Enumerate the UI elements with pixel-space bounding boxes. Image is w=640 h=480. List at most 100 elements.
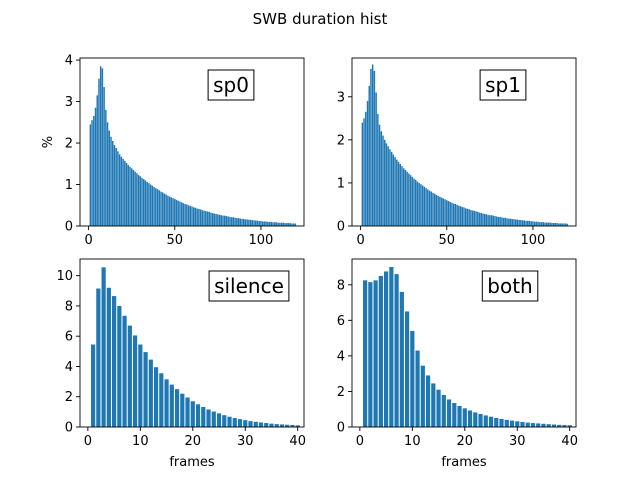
bar: [124, 160, 126, 226]
y-tick-label: 4: [65, 360, 73, 375]
bar: [251, 220, 254, 226]
bar: [427, 189, 429, 226]
bar: [165, 194, 167, 226]
y-tick-label: 2: [337, 133, 345, 148]
bar: [258, 221, 260, 226]
bar: [134, 171, 136, 226]
bar: [533, 221, 536, 226]
bar: [501, 217, 503, 226]
bar: [546, 424, 551, 427]
bar: [159, 373, 164, 427]
bar: [264, 423, 269, 427]
x-tick-label: 0: [84, 233, 92, 248]
bar: [287, 223, 290, 226]
bar: [248, 219, 250, 226]
y-tick-label: 0: [65, 421, 73, 436]
bar: [290, 425, 295, 427]
bar: [504, 217, 507, 226]
bar: [206, 409, 211, 427]
bar: [191, 206, 193, 226]
bar: [101, 68, 104, 227]
axes-frame: [79, 258, 305, 428]
bar: [224, 215, 226, 226]
bar: [112, 296, 117, 427]
bar: [509, 420, 515, 427]
annotation-box: [479, 69, 527, 101]
bar: [461, 207, 463, 226]
bar: [292, 223, 295, 226]
bar: [377, 114, 379, 226]
bar: [563, 223, 565, 226]
y-tick-label: 0: [337, 220, 345, 235]
bar: [180, 393, 185, 427]
bar: [447, 201, 450, 226]
bar: [409, 175, 412, 226]
bar: [187, 205, 190, 226]
bar: [241, 218, 243, 226]
bar: [425, 188, 427, 226]
bar: [195, 404, 201, 427]
bar: [211, 213, 214, 226]
bar: [118, 154, 121, 226]
bar: [155, 188, 157, 226]
bar: [496, 216, 498, 226]
bar: [295, 425, 300, 427]
bar: [551, 222, 553, 226]
bar: [489, 215, 491, 226]
subplot-sp0: 0 50 100 0 1 2 3 4% sp0: [41, 54, 305, 248]
bar: [174, 389, 180, 427]
bar: [282, 222, 285, 226]
bar: [169, 384, 174, 427]
bar: [160, 191, 162, 226]
bar: [136, 173, 138, 226]
bar: [248, 421, 253, 427]
y-tick-label: 1: [65, 178, 73, 193]
annotation-silence: silence: [208, 270, 290, 302]
x-tick-label: 30: [509, 434, 526, 449]
x-tick-label: 10: [132, 434, 149, 449]
bar: [418, 182, 420, 226]
bar: [163, 193, 166, 226]
bar: [208, 211, 210, 226]
y-tick-label: 4: [337, 349, 345, 364]
bar: [547, 222, 550, 226]
bar: [515, 421, 520, 427]
bar: [373, 70, 376, 226]
bar: [285, 424, 290, 427]
bar: [384, 271, 389, 427]
bar: [244, 219, 247, 226]
bar: [509, 218, 512, 226]
bar: [404, 311, 410, 427]
bar: [217, 214, 219, 226]
y-tick-label: 8: [65, 299, 73, 314]
bar: [423, 186, 426, 226]
bar: [558, 223, 560, 226]
bar: [91, 120, 93, 226]
bar: [530, 423, 536, 427]
bar: [551, 424, 557, 427]
bar: [378, 124, 381, 226]
y-tick-label: 2: [65, 390, 73, 405]
bar: [384, 139, 386, 226]
bar: [499, 419, 504, 427]
bar: [179, 201, 181, 226]
bar: [93, 116, 95, 226]
bar: [213, 213, 216, 226]
bar: [368, 282, 373, 427]
bar: [392, 154, 395, 226]
bar: [365, 111, 367, 226]
bar: [528, 220, 531, 226]
bar: [518, 219, 520, 226]
bar: [237, 419, 243, 427]
bar: [478, 212, 481, 226]
bar: [205, 211, 207, 226]
bar: [428, 190, 431, 226]
bar: [556, 222, 558, 226]
annotation-box: [207, 69, 255, 101]
y-tick-label: 0: [337, 421, 345, 436]
bar: [225, 216, 228, 226]
bar: [527, 220, 529, 226]
bar: [294, 223, 297, 226]
x-tick-label: 50: [166, 233, 183, 248]
